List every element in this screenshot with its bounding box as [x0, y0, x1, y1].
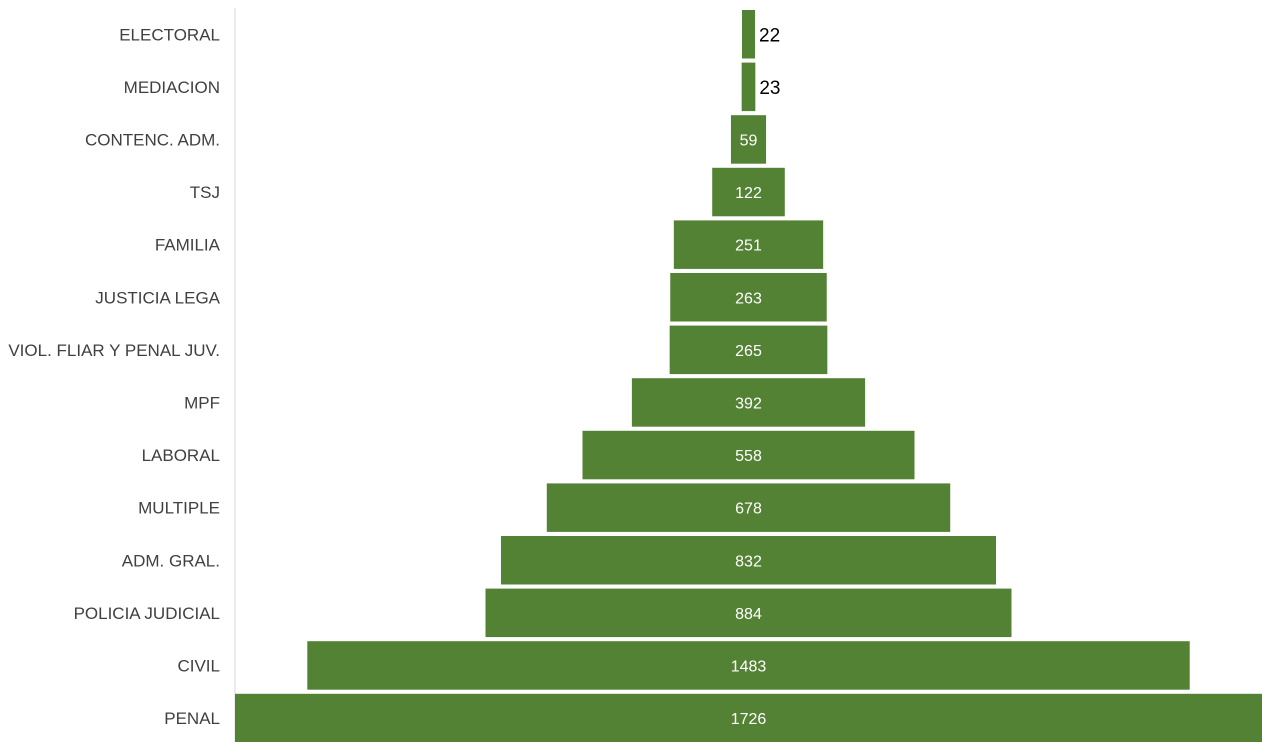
value-label: 678 — [735, 501, 762, 518]
category-label: LABORAL — [142, 446, 220, 465]
bar — [546, 483, 951, 532]
category-label: MEDIACION — [124, 78, 220, 97]
category-label: TSJ — [190, 183, 220, 202]
category-label: JUSTICIA LEGA — [95, 288, 220, 307]
value-label: 392 — [735, 395, 762, 412]
value-label: 1483 — [731, 658, 767, 675]
bar — [712, 167, 785, 217]
value-label: 122 — [735, 185, 762, 202]
bar — [307, 641, 1190, 690]
value-label: 832 — [735, 553, 762, 570]
value-labels: 22 23 59 122 251 263 265 392 558 678 832 884 1483 172… — [731, 25, 781, 728]
value-label: 22 — [759, 25, 780, 46]
value-label: 884 — [735, 606, 762, 623]
bar — [631, 378, 866, 427]
category-label: CIVIL — [177, 656, 220, 675]
bar — [235, 693, 1262, 742]
value-label: 59 — [740, 132, 758, 149]
value-label: 265 — [735, 343, 762, 360]
category-label: MULTIPLE — [138, 499, 220, 518]
bar — [673, 220, 824, 269]
bar — [741, 10, 756, 59]
category-label: ADM. GRAL. — [122, 551, 220, 570]
category-label: PENAL — [164, 709, 220, 728]
category-label: CONTENC. ADM. — [85, 130, 220, 149]
value-label: 251 — [735, 238, 762, 255]
bar — [485, 588, 1012, 638]
bars — [235, 10, 1262, 742]
bar — [500, 536, 997, 585]
bar — [670, 273, 827, 322]
value-label: 263 — [735, 290, 762, 307]
bar — [741, 62, 756, 112]
value-label: 1726 — [731, 711, 767, 728]
category-label: POLICIA JUDICIAL — [74, 604, 220, 623]
value-label: 558 — [735, 448, 762, 465]
bar — [669, 325, 828, 375]
bar — [582, 430, 915, 480]
category-label: FAMILIA — [155, 236, 221, 255]
bar — [730, 115, 767, 164]
category-label: VIOL. FLIAR Y PENAL JUV. — [8, 341, 220, 360]
value-label: 23 — [759, 78, 780, 99]
category-label: MPF — [184, 393, 220, 412]
category-labels: ELECTORAL MEDIACION CONTENC. ADM. TSJ FAMILI… — [8, 25, 220, 728]
category-label: ELECTORAL — [119, 25, 220, 44]
